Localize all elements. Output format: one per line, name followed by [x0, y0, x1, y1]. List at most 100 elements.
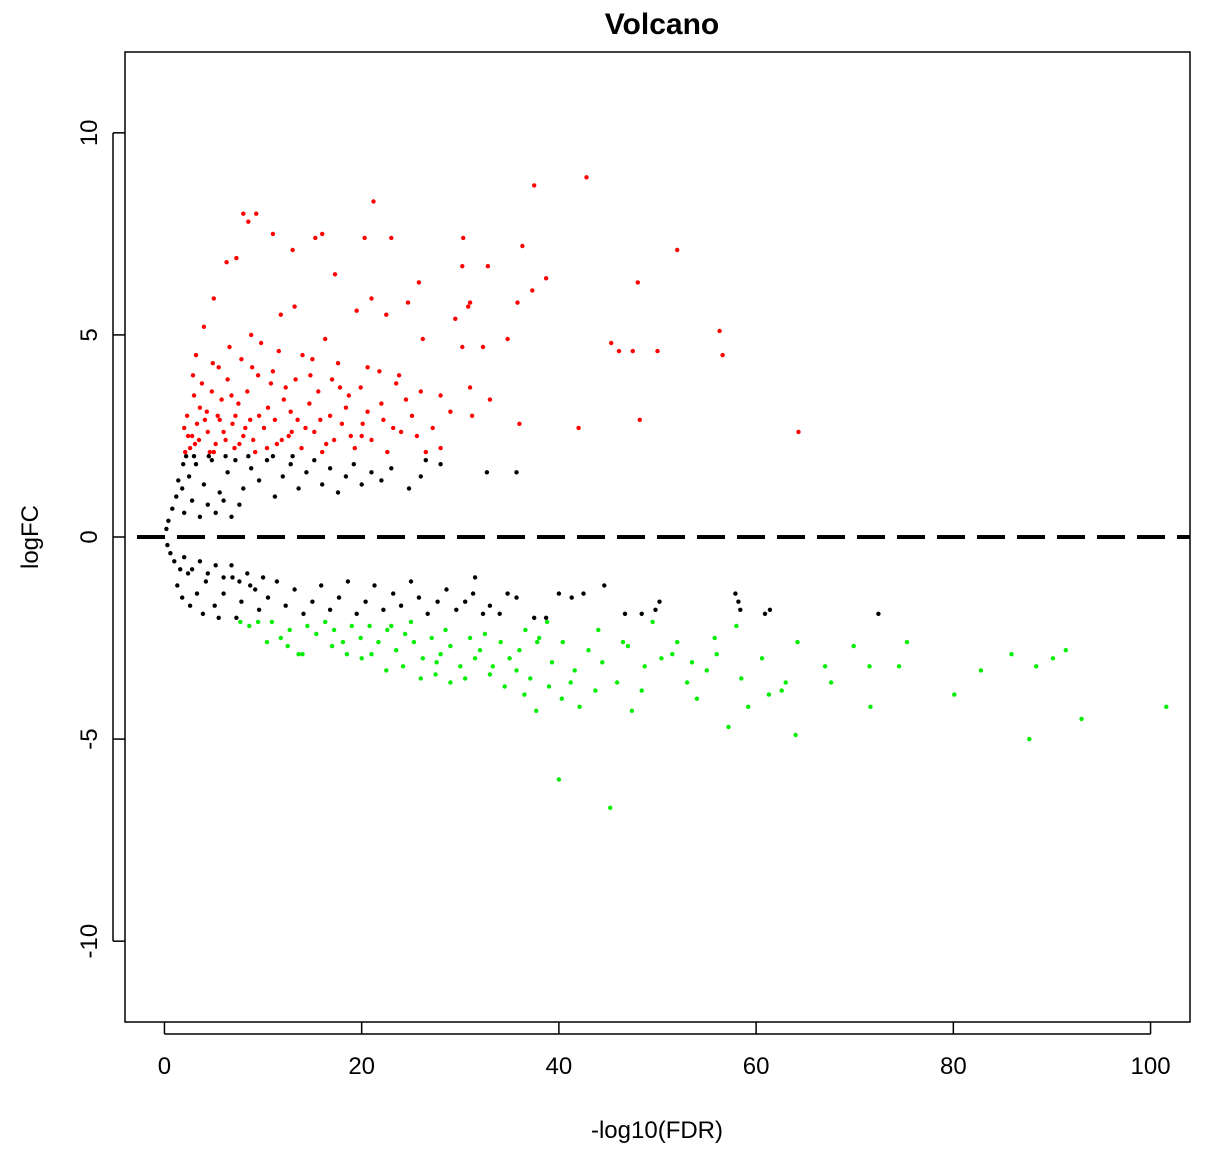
point-down-17 — [978, 668, 984, 673]
point-up-12 — [290, 247, 295, 253]
point-down-113 — [408, 619, 414, 625]
point-nonsignificant-16 — [514, 595, 519, 600]
point-up-154 — [229, 393, 234, 398]
point-nonsignificant-0 — [532, 615, 537, 620]
point-up-147 — [318, 417, 323, 422]
point-nonsignificant-80 — [312, 458, 317, 463]
point-up-160 — [365, 365, 370, 370]
point-up-74 — [327, 413, 333, 418]
point-down-88 — [568, 680, 573, 685]
point-down-74 — [255, 619, 261, 625]
point-nonsignificant-9 — [657, 599, 662, 604]
point-up-25 — [369, 296, 374, 301]
point-up-153 — [210, 361, 215, 366]
point-nonsignificant-83 — [335, 490, 341, 495]
point-up-23 — [211, 296, 216, 301]
point-up-40 — [505, 336, 510, 342]
point-nonsignificant-77 — [288, 462, 293, 467]
point-nonsignificant-42 — [292, 587, 297, 592]
point-up-31 — [384, 312, 389, 317]
point-nonsignificant-49 — [230, 575, 235, 580]
point-down-25 — [851, 643, 856, 649]
point-down-93 — [463, 676, 468, 681]
point-nonsignificant-5 — [602, 583, 607, 588]
point-up-158 — [310, 357, 315, 362]
point-nonsignificant-104 — [182, 555, 187, 560]
y-tick-label: 10 — [76, 119, 103, 146]
point-nonsignificant-46 — [256, 607, 262, 612]
point-down-47 — [498, 639, 503, 645]
point-up-19 — [485, 264, 491, 269]
point-nonsignificant-34 — [363, 599, 368, 604]
point-up-89 — [299, 445, 304, 451]
point-nonsignificant-31 — [391, 591, 396, 596]
point-down-8 — [726, 724, 731, 730]
point-down-54 — [429, 635, 434, 641]
point-up-128 — [365, 409, 370, 414]
point-nonsignificant-127 — [200, 611, 206, 616]
point-up-18 — [460, 264, 465, 269]
point-up-1 — [584, 175, 589, 180]
point-down-76 — [238, 619, 243, 625]
point-nonsignificant-48 — [239, 599, 244, 604]
point-down-78 — [620, 639, 626, 645]
point-up-86 — [261, 425, 267, 431]
point-nonsignificant-33 — [372, 583, 377, 588]
point-up-115 — [409, 413, 415, 418]
point-nonsignificant-54 — [185, 571, 191, 576]
point-nonsignificant-79 — [304, 470, 309, 475]
point-up-120 — [217, 417, 222, 422]
point-up-149 — [359, 433, 364, 439]
point-nonsignificant-30 — [398, 603, 404, 608]
point-down-80 — [670, 652, 675, 657]
point-up-155 — [250, 365, 255, 370]
point-up-38 — [323, 336, 328, 342]
point-up-65 — [576, 425, 581, 431]
point-down-3 — [1027, 736, 1032, 742]
point-up-48 — [193, 352, 199, 358]
point-up-0 — [532, 183, 537, 188]
point-nonsignificant-47 — [248, 583, 253, 588]
point-up-76 — [360, 421, 365, 426]
point-down-23 — [896, 664, 902, 669]
point-nonsignificant-7 — [639, 611, 644, 616]
point-nonsignificant-69 — [225, 470, 230, 475]
point-down-72 — [269, 619, 275, 625]
point-up-36 — [717, 328, 722, 334]
point-up-112 — [358, 385, 363, 390]
point-nonsignificant-1 — [543, 615, 549, 620]
point-up-116 — [430, 425, 435, 431]
point-nonsignificant-64 — [186, 474, 192, 479]
point-up-34 — [530, 288, 535, 293]
point-up-44 — [616, 348, 622, 354]
point-up-39 — [420, 336, 425, 342]
point-nonsignificant-115 — [176, 478, 181, 483]
point-nonsignificant-3 — [569, 595, 574, 600]
point-nonsignificant-27 — [425, 611, 430, 616]
point-down-39 — [586, 648, 591, 653]
point-up-32 — [453, 316, 458, 321]
point-up-114 — [391, 425, 396, 431]
point-up-63 — [796, 429, 801, 435]
point-nonsignificant-92 — [423, 458, 428, 463]
point-up-93 — [352, 445, 357, 451]
point-down-105 — [544, 619, 550, 625]
point-nonsignificant-126 — [187, 603, 193, 608]
point-up-152 — [190, 373, 196, 378]
point-nonsignificant-105 — [189, 567, 195, 572]
point-nonsignificant-17 — [505, 591, 510, 596]
point-up-134 — [211, 449, 216, 455]
point-nonsignificant-8 — [653, 607, 658, 612]
point-down-69 — [296, 652, 301, 657]
point-nonsignificant-24 — [454, 607, 459, 612]
point-nonsignificant-12 — [738, 607, 743, 612]
point-up-135 — [215, 413, 220, 418]
point-down-36 — [625, 643, 631, 649]
point-nonsignificant-106 — [197, 559, 203, 564]
point-up-90 — [312, 429, 317, 435]
point-nonsignificant-25 — [444, 587, 449, 592]
point-up-53 — [329, 377, 335, 382]
point-up-140 — [251, 437, 256, 443]
point-up-148 — [331, 437, 337, 443]
point-down-110 — [472, 656, 478, 661]
